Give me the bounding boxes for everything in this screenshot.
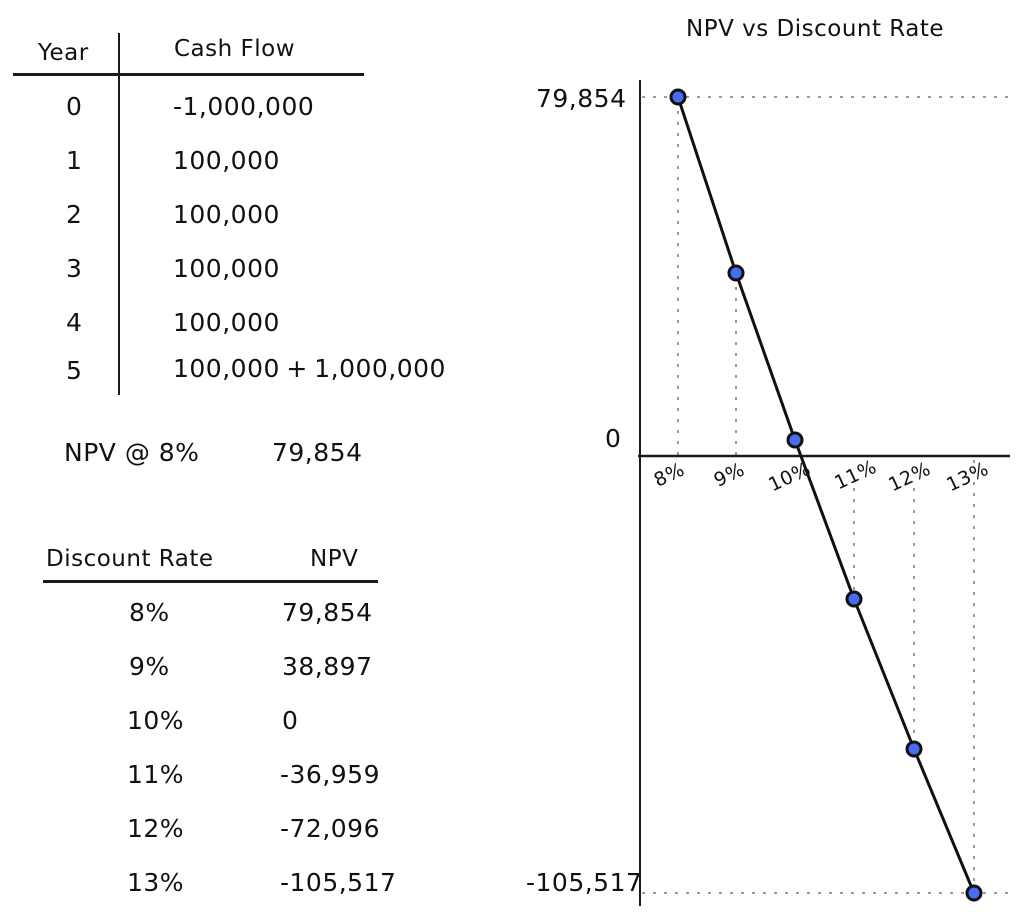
data-points <box>669 88 983 902</box>
year-cell: 2 <box>66 200 83 229</box>
cash-flow-header: Cash Flow <box>174 36 296 62</box>
rate-cell: 8% <box>129 598 170 627</box>
header-divider <box>43 580 378 583</box>
npv-value: 79,854 <box>272 438 363 467</box>
y-label-min: -105,517 <box>526 868 643 897</box>
npv-cell: 79,854 <box>282 598 373 627</box>
cash-flow-cell: 100,000 <box>173 254 280 283</box>
guide-lines <box>642 96 1010 894</box>
y-label-zero: 0 <box>605 424 622 453</box>
cash-flow-cell: 100,000 <box>173 200 280 229</box>
cash-flow-cell: 100,000 <box>173 308 280 337</box>
rate-cell: 11% <box>127 760 185 789</box>
npv-cell: -36,959 <box>280 760 380 789</box>
cash-flow-cell: 100,000 <box>173 146 280 175</box>
npv-cell: -72,096 <box>280 814 380 843</box>
npv-header: NPV <box>310 546 359 572</box>
year-cell: 1 <box>66 146 83 175</box>
year-header: Year <box>38 40 89 66</box>
npv-cell: 38,897 <box>282 652 373 681</box>
y-label-max: 79,854 <box>536 84 627 113</box>
chart-title: NPV vs Discount Rate <box>686 16 945 42</box>
rate-cell: 13% <box>127 868 185 897</box>
npv-line <box>676 96 976 894</box>
year-cell: 5 <box>66 356 83 385</box>
year-cell: 0 <box>66 92 83 121</box>
year-cell: 4 <box>66 308 83 337</box>
cash-flow-cell: 100,000 + 1,000,000 <box>173 354 446 383</box>
column-divider <box>118 33 120 395</box>
npv-label: NPV @ 8% <box>64 438 200 467</box>
header-divider <box>13 73 364 76</box>
rate-cell: 9% <box>129 652 170 681</box>
npv-cell: -105,517 <box>280 868 397 897</box>
rate-cell: 12% <box>127 814 185 843</box>
year-cell: 3 <box>66 254 83 283</box>
cash-flow-cell: -1,000,000 <box>173 92 315 121</box>
rate-cell: 10% <box>127 706 185 735</box>
rate-header: Discount Rate <box>46 546 214 572</box>
npv-cell: 0 <box>282 706 299 735</box>
